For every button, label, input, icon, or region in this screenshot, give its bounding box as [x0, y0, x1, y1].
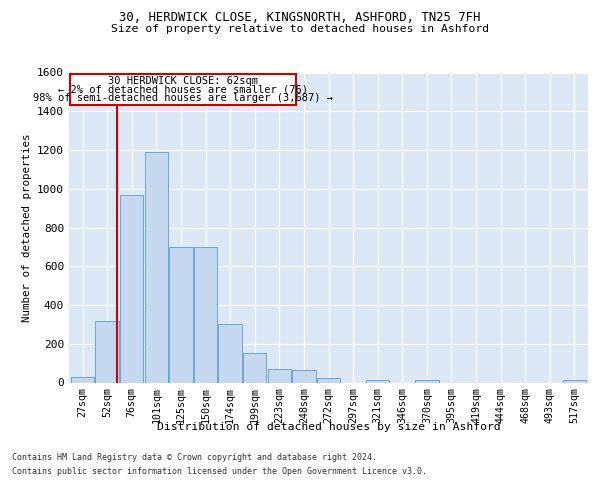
Y-axis label: Number of detached properties: Number of detached properties — [22, 133, 32, 322]
Text: ← 2% of detached houses are smaller (76): ← 2% of detached houses are smaller (76) — [58, 84, 308, 94]
Bar — [169, 247, 193, 382]
Bar — [71, 376, 94, 382]
Bar — [366, 380, 389, 382]
Text: 30, HERDWICK CLOSE, KINGSNORTH, ASHFORD, TN25 7FH: 30, HERDWICK CLOSE, KINGSNORTH, ASHFORD,… — [119, 11, 481, 24]
Bar — [194, 247, 217, 382]
Bar — [415, 380, 439, 382]
Bar — [218, 324, 242, 382]
Text: Contains public sector information licensed under the Open Government Licence v3: Contains public sector information licen… — [12, 467, 427, 476]
Bar — [145, 152, 168, 382]
Bar — [243, 354, 266, 382]
Text: 30 HERDWICK CLOSE: 62sqm: 30 HERDWICK CLOSE: 62sqm — [108, 76, 258, 86]
Text: Distribution of detached houses by size in Ashford: Distribution of detached houses by size … — [157, 422, 500, 432]
Bar — [292, 370, 316, 382]
Bar — [268, 369, 291, 382]
Bar — [563, 380, 586, 382]
Text: Contains HM Land Registry data © Crown copyright and database right 2024.: Contains HM Land Registry data © Crown c… — [12, 454, 377, 462]
Bar — [317, 378, 340, 382]
FancyBboxPatch shape — [70, 74, 296, 106]
Text: 98% of semi-detached houses are larger (3,687) →: 98% of semi-detached houses are larger (… — [33, 92, 333, 102]
Bar — [120, 194, 143, 382]
Text: Size of property relative to detached houses in Ashford: Size of property relative to detached ho… — [111, 24, 489, 34]
Bar — [95, 320, 119, 382]
